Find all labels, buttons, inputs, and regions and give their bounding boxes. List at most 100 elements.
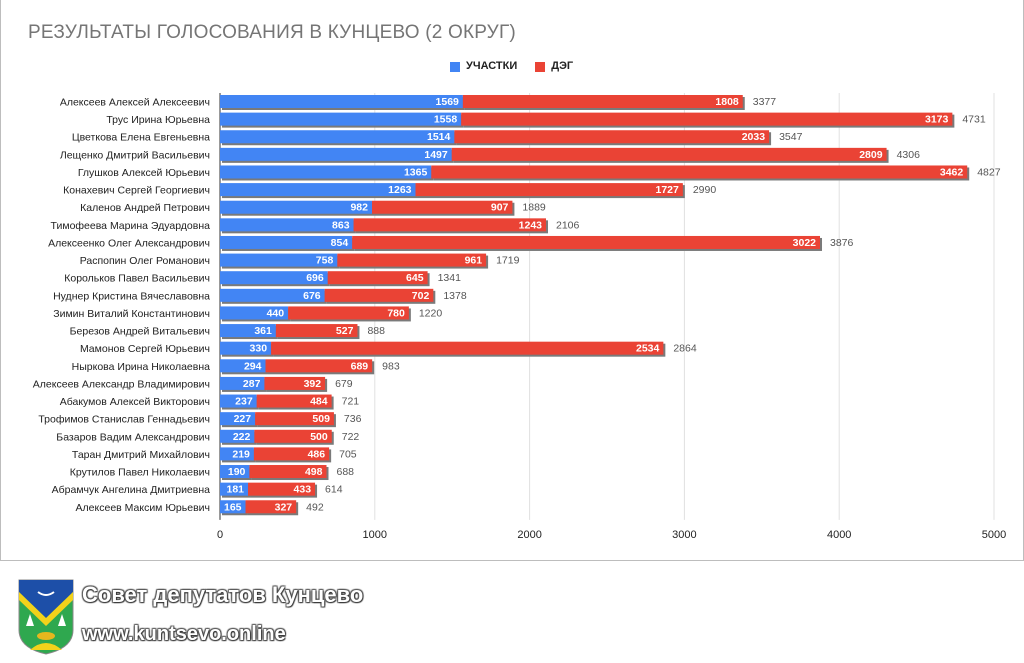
bar-deg xyxy=(431,165,968,179)
chart-title: РЕЗУЛЬТАТЫ ГОЛОСОВАНИЯ В КУНЦЕВО (2 ОКРУ… xyxy=(28,22,516,43)
bar-uchastki xyxy=(220,288,325,302)
category-label: Трус Ирина Юрьевна xyxy=(106,114,210,126)
bar-deg xyxy=(451,147,887,161)
bar-uchastki xyxy=(220,429,255,443)
data-label-deg: 1808 xyxy=(715,96,739,108)
bar-deg xyxy=(245,500,297,514)
data-label-deg: 3462 xyxy=(940,166,964,178)
data-label-deg: 702 xyxy=(412,290,430,302)
bar-uchastki xyxy=(220,253,338,267)
footer: Совет депутатов Кунцево www.kuntsevo.onl… xyxy=(14,578,363,660)
category-label: Таран Дмитрий Михайлович xyxy=(72,449,210,461)
category-label: Распопин Олег Романович xyxy=(80,255,210,267)
data-label-uchastki: 1569 xyxy=(436,96,460,108)
data-label-uchastki: 1365 xyxy=(404,166,428,178)
x-tick-label: 1000 xyxy=(363,529,387,541)
bar-uchastki xyxy=(220,482,249,496)
bar-uchastki xyxy=(220,95,463,108)
legend-label-deg: ДЭГ xyxy=(551,60,574,72)
data-label-deg: 645 xyxy=(406,272,424,284)
data-label-deg: 433 xyxy=(294,484,312,496)
total-label: 722 xyxy=(342,431,360,443)
bar-uchastki xyxy=(220,200,373,214)
footer-org-name: Совет депутатов Кунцево xyxy=(82,582,364,607)
bar-uchastki xyxy=(220,465,250,479)
total-label: 983 xyxy=(382,360,400,372)
category-label: Базаров Вадим Александрович xyxy=(56,431,210,443)
category-label: Ныркова Ирина Николаевна xyxy=(72,361,210,373)
category-label: Алексеев Максим Юрьевич xyxy=(76,502,210,514)
data-label-deg: 486 xyxy=(308,448,326,460)
bar-uchastki xyxy=(220,271,328,285)
bar-deg xyxy=(265,359,373,373)
chart-frame xyxy=(0,0,1024,561)
data-label-uchastki: 287 xyxy=(243,378,261,390)
data-label-uchastki: 219 xyxy=(232,448,250,460)
legend: УЧАСТКИ ДЭГ xyxy=(450,60,573,73)
data-label-uchastki: 361 xyxy=(254,325,272,337)
total-label: 721 xyxy=(342,396,360,408)
total-label: 2106 xyxy=(556,219,580,231)
data-label-uchastki: 227 xyxy=(234,413,252,425)
data-label-uchastki: 165 xyxy=(224,501,242,513)
total-label: 705 xyxy=(339,448,357,460)
bar-deg xyxy=(288,306,409,320)
category-label: Тимофеева Марина Эдуардовна xyxy=(51,220,211,232)
data-label-uchastki: 330 xyxy=(250,343,268,355)
footer-website-link[interactable]: www.kuntsevo.online xyxy=(82,623,286,645)
x-tick-label: 2000 xyxy=(517,529,541,541)
category-label: Трофимов Станислав Геннадьевич xyxy=(38,414,210,426)
category-label: Корольков Павел Васильевич xyxy=(64,273,210,285)
category-label: Алексеев Александр Владимирович xyxy=(33,378,210,390)
bar-uchastki xyxy=(220,218,354,232)
data-label-uchastki: 696 xyxy=(306,272,324,284)
bar-deg xyxy=(264,376,326,390)
data-label-deg: 907 xyxy=(491,202,509,214)
category-label: Цветкова Елена Евгеньевна xyxy=(72,132,210,144)
bar-deg xyxy=(249,465,327,479)
data-label-deg: 3173 xyxy=(925,114,949,126)
bar-chart: 0 1000 2000 3000 4000 5000 Алексеев Алексей Ал… xyxy=(33,93,1006,541)
data-label-deg: 2809 xyxy=(859,149,883,161)
total-label: 888 xyxy=(367,325,385,337)
total-label: 492 xyxy=(306,501,324,513)
data-label-uchastki: 982 xyxy=(350,202,368,214)
bar-uchastki xyxy=(220,447,254,461)
total-label: 4827 xyxy=(977,166,1001,178)
category-label: Каленов Андрей Петрович xyxy=(80,202,210,214)
data-label-deg: 780 xyxy=(387,307,405,319)
x-tick-label: 0 xyxy=(217,529,223,541)
data-label-deg: 3022 xyxy=(793,237,817,249)
data-label-uchastki: 181 xyxy=(226,484,244,496)
data-label-uchastki: 222 xyxy=(233,431,251,443)
bar-uchastki xyxy=(220,376,265,390)
data-label-deg: 484 xyxy=(310,396,328,408)
category-label: Крутилов Павел Николаевич xyxy=(70,467,210,479)
bar-deg xyxy=(275,324,358,338)
bar-uchastki xyxy=(220,324,276,338)
bar-deg xyxy=(254,429,332,443)
data-label-deg: 2534 xyxy=(636,343,660,355)
data-label-uchastki: 863 xyxy=(332,219,350,231)
bar-uchastki xyxy=(220,183,416,197)
total-label: 1220 xyxy=(419,307,443,319)
legend-item-deg: ДЭГ xyxy=(535,60,573,73)
bar-uchastki xyxy=(220,130,455,144)
bar-deg xyxy=(337,253,487,267)
total-label: 614 xyxy=(325,484,343,496)
data-label-uchastki: 1558 xyxy=(434,114,458,126)
x-tick-label: 5000 xyxy=(982,529,1006,541)
data-label-uchastki: 676 xyxy=(303,290,321,302)
data-label-uchastki: 294 xyxy=(244,360,262,372)
bar-deg xyxy=(454,130,770,144)
legend-item-uchastki: УЧАСТКИ xyxy=(450,60,517,73)
bar-deg xyxy=(327,271,428,285)
total-label: 1889 xyxy=(522,202,546,214)
data-label-deg: 2033 xyxy=(742,131,766,143)
x-tick-label: 3000 xyxy=(672,529,696,541)
total-label: 688 xyxy=(337,466,355,478)
data-label-deg: 689 xyxy=(351,360,369,372)
bar-uchastki xyxy=(220,112,462,126)
bar-deg xyxy=(352,235,821,249)
bar-uchastki xyxy=(220,147,452,161)
